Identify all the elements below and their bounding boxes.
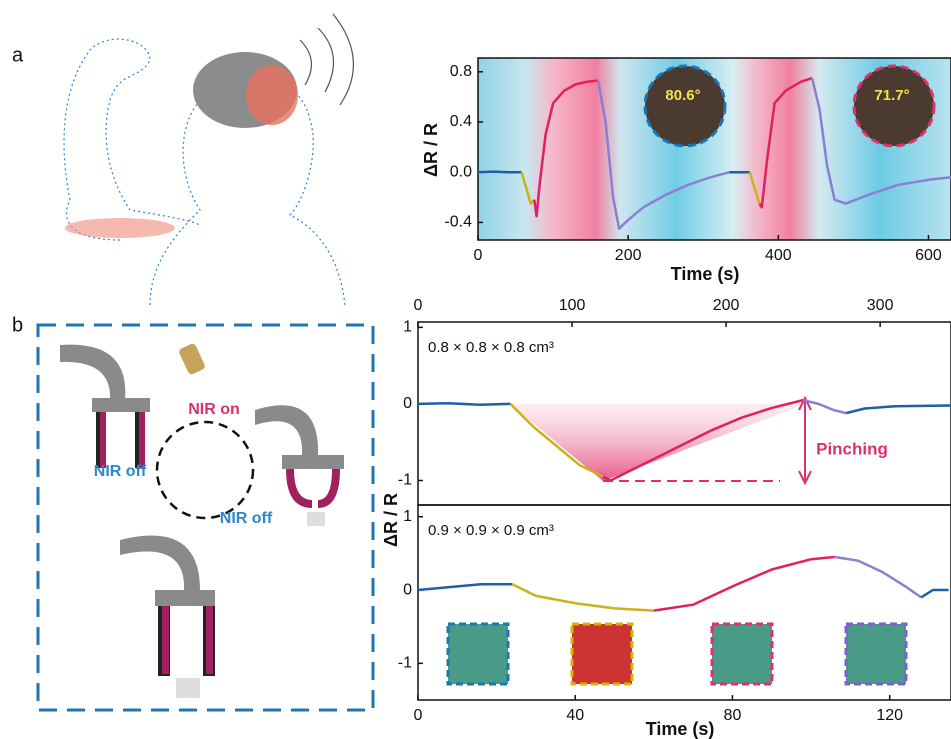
y-tick-label: 0.4: [450, 113, 472, 130]
y-tick-label: 0.0: [450, 163, 472, 180]
x-tick-label: 600: [915, 247, 942, 264]
x-tick-label: 200: [713, 297, 740, 314]
y-tick-label: -1: [398, 472, 412, 489]
annotation: 0.9 × 0.9 × 0.9 cm³: [428, 522, 554, 539]
x-tick-label: 120: [876, 707, 903, 724]
data-line: [418, 584, 512, 590]
page: a b NIR on NIR off NIR off 02004: [0, 0, 951, 739]
cycle-circle: [157, 422, 253, 518]
panel-label: a: [12, 44, 24, 66]
photo-inset: [448, 624, 508, 684]
figure: a b NIR on NIR off NIR off 02004: [0, 0, 951, 739]
data-line: [846, 406, 951, 414]
annotation: 80.6°: [665, 87, 700, 104]
data-line: [654, 557, 835, 611]
data-line: [921, 590, 949, 597]
data-line: [835, 557, 921, 597]
data-line: [418, 403, 510, 405]
diagram-text: NIR on: [188, 401, 240, 418]
x-tick-label: 100: [559, 297, 586, 314]
data-line: [478, 172, 522, 173]
y-tick-label: 0: [403, 395, 412, 412]
x-tick-label: 300: [867, 297, 894, 314]
x-tick-label: 80: [724, 707, 742, 724]
annotation: Pinching: [816, 439, 888, 458]
annotation: 0.8 × 0.8 × 0.8 cm³: [428, 339, 554, 356]
x-tick-label: 200: [615, 247, 642, 264]
photo-inset: [846, 624, 906, 684]
y-tick-label: -0.4: [444, 214, 472, 231]
human-illustration: [64, 14, 353, 305]
y-axis-label: ΔR / R: [381, 493, 401, 547]
y-axis-label: ΔR / R: [421, 123, 441, 177]
data-line: [512, 584, 654, 610]
x-tick-label: 40: [566, 707, 584, 724]
photo-inset: [712, 624, 772, 684]
x-axis-label: Time (s): [646, 719, 715, 739]
annotation: 71.7°: [874, 87, 909, 104]
y-tick-label: -1: [398, 655, 412, 672]
x-tick-label: 0: [414, 297, 423, 314]
x-tick-label: 0: [474, 247, 483, 264]
y-tick-label: 0: [403, 581, 412, 598]
y-tick-label: 1: [403, 508, 412, 525]
angle-inset: [645, 66, 725, 146]
x-tick-label: 0: [414, 707, 423, 724]
x-tick-label: 400: [765, 247, 792, 264]
diagram: NIR on NIR off NIR off: [38, 325, 373, 710]
panel-label: b: [12, 314, 23, 336]
diagram-text: NIR off: [220, 510, 273, 527]
x-axis-label: Time (s): [671, 264, 740, 284]
y-tick-label: 0.8: [450, 63, 472, 80]
photo-inset: [572, 624, 632, 684]
diagram-text: NIR off: [94, 463, 147, 480]
angle-inset: [854, 66, 934, 146]
y-tick-label: 1: [403, 319, 412, 336]
grippers: [60, 343, 344, 698]
